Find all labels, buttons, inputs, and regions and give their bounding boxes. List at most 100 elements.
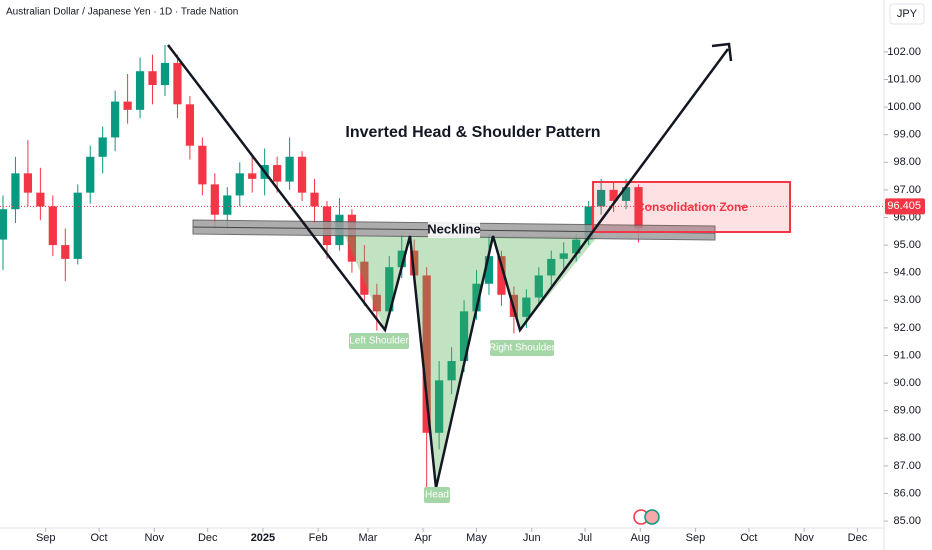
y-tick-label: 99.00 — [893, 129, 921, 141]
y-tick-label: 100.00 — [887, 101, 921, 113]
x-tick-label: Feb — [309, 532, 328, 544]
y-tick-label: 87.00 — [893, 460, 921, 472]
candle-body — [11, 173, 20, 210]
candle-body — [397, 250, 406, 268]
candle-body — [547, 258, 556, 276]
candle-body — [522, 297, 531, 317]
left-shoulder-box — [349, 333, 409, 349]
candle-body — [559, 253, 568, 259]
y-tick-label: 86.00 — [893, 487, 921, 499]
x-tick-label: Oct — [91, 532, 108, 544]
x-tick-label: Mar — [359, 532, 378, 544]
candle-body — [584, 206, 593, 240]
candle-body — [273, 165, 282, 182]
right-shoulder-label: Right Shoulder — [489, 343, 556, 354]
candle-body — [484, 256, 494, 284]
candle-body — [235, 173, 244, 196]
candle-body — [410, 250, 419, 276]
x-tick-label: Aug — [630, 532, 650, 544]
neckline-label: Neckline — [427, 221, 480, 236]
candle-body — [534, 275, 543, 298]
chart-title: Australian Dollar / Japanese Yen · 1D · … — [6, 7, 238, 18]
candle-body — [621, 187, 631, 201]
y-tick-label: 88.00 — [893, 432, 921, 444]
consolidation-zone — [592, 181, 791, 233]
event-icon[interactable] — [644, 509, 660, 525]
candle-body — [372, 294, 381, 312]
candle-body — [198, 145, 207, 185]
x-tick-label: Dec — [198, 532, 218, 544]
y-tick-label: 101.00 — [887, 73, 921, 85]
neckline-label-bg — [428, 222, 480, 238]
y-tick-label: 85.00 — [893, 515, 921, 527]
candle-body — [634, 187, 643, 229]
candle-body — [173, 62, 182, 105]
y-tick-label: 97.00 — [893, 184, 921, 196]
arrow-head — [711, 42, 733, 62]
candle-body — [447, 361, 456, 381]
last-price-label: 96.405 — [887, 200, 921, 212]
consolidation-label: Consolidation Zone — [636, 200, 748, 214]
candle-body — [609, 189, 618, 201]
left-shoulder-area — [345, 236, 410, 330]
x-tick-label: Dec — [848, 532, 868, 544]
candle-body — [23, 173, 33, 193]
candle-body — [123, 101, 132, 110]
x-tick-label: Jul — [578, 532, 592, 544]
candle-body — [310, 192, 319, 207]
currency: JPY — [897, 8, 918, 20]
y-tick-label: 98.00 — [893, 156, 921, 168]
y-tick-label: 96.00 — [893, 211, 921, 223]
candle-body — [472, 283, 481, 312]
currency-box — [889, 3, 925, 25]
y-tick-label: 102.00 — [887, 46, 921, 58]
x-tick-label: Jun — [523, 532, 541, 544]
right-shoulder-box — [490, 340, 554, 356]
candle-body — [160, 62, 170, 86]
y-tick-label: 92.00 — [893, 322, 921, 334]
y-tick-label: 90.00 — [893, 377, 921, 389]
candle-body — [223, 195, 232, 215]
candle-body — [347, 214, 357, 262]
y-tick-label: 91.00 — [893, 349, 921, 361]
candle-body — [185, 104, 195, 146]
candle-body — [248, 173, 257, 179]
y-tick-label: 95.00 — [893, 239, 921, 251]
x-tick-label: Apr — [414, 532, 431, 544]
last-price-box — [885, 198, 925, 215]
x-tick-label: Nov — [144, 532, 164, 544]
x-tick-label: Nov — [794, 532, 814, 544]
candle-body — [0, 209, 8, 240]
candle-body — [111, 101, 120, 138]
candle-body — [98, 137, 107, 157]
candle-body — [210, 184, 219, 215]
candle-body — [297, 156, 307, 193]
x-tick-label: 2025 — [251, 532, 275, 544]
candle-body — [597, 189, 606, 207]
candle-body — [148, 71, 157, 86]
candle-body — [61, 245, 70, 259]
candle-body — [73, 192, 82, 259]
candle-body — [135, 71, 145, 110]
candle-body — [435, 380, 444, 433]
head-label: Head — [425, 490, 449, 501]
candle-body — [86, 156, 95, 193]
y-tick-label: 94.00 — [893, 267, 921, 279]
candle-body — [572, 239, 581, 254]
candle-body — [459, 311, 469, 362]
x-tick-label: Sep — [36, 532, 56, 544]
candle-body — [48, 206, 57, 246]
pattern-title: Inverted Head & Shoulder Pattern — [345, 124, 600, 141]
candle-body — [422, 275, 431, 433]
candle-body — [36, 192, 45, 207]
candle-body — [360, 261, 369, 295]
x-tick-label: May — [466, 532, 487, 544]
candle-body — [385, 267, 394, 312]
left-shoulder-label: Left Shoulder — [349, 336, 409, 347]
y-tick-label: 89.00 — [893, 405, 921, 417]
candle-body — [285, 156, 294, 182]
x-tick-label: Sep — [686, 532, 706, 544]
head-box — [424, 487, 450, 503]
